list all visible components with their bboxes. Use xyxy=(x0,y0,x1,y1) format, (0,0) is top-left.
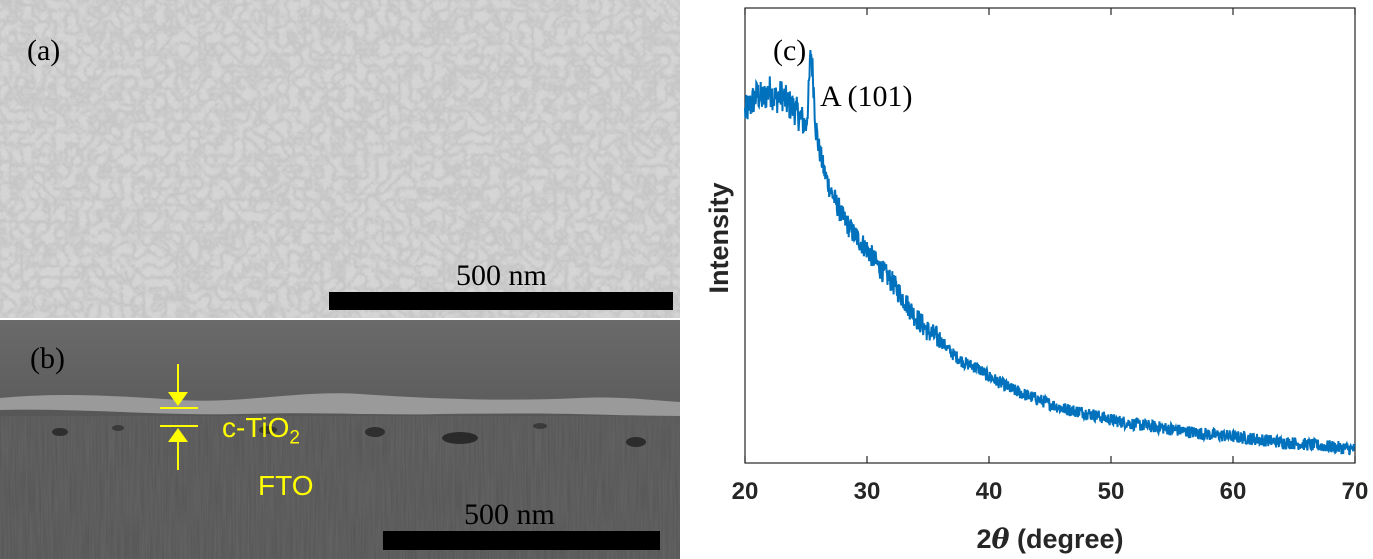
panel-label-b: (b) xyxy=(30,342,65,375)
peak-annotation: A (101) xyxy=(820,80,913,113)
x-tick-label: 50 xyxy=(1098,478,1125,505)
substrate-label-fto: FTO xyxy=(258,470,314,501)
thickness-arrows xyxy=(160,364,198,470)
x-tick-label: 20 xyxy=(732,478,759,505)
cross-section-layers xyxy=(0,320,680,559)
scale-bar-label-b: 500 nm xyxy=(464,498,555,531)
sem-grain-texture xyxy=(0,0,680,318)
scale-bar-b xyxy=(383,531,660,550)
layer-label-ctio2: c-TiO2 xyxy=(222,412,300,450)
layer-label-subscript: 2 xyxy=(289,427,300,449)
x-axis-label: 2θ (degree) xyxy=(976,524,1123,555)
x-tick-label: 30 xyxy=(854,478,881,505)
xrd-chart: 20 30 40 50 60 70 (c) A (101) Intensity 2θ (d… xyxy=(704,7,1369,555)
sem-top-view-panel: (a) 500 nm xyxy=(0,0,680,318)
panel-label-a: (a) xyxy=(27,34,61,67)
scale-bar-label-a: 500 nm xyxy=(456,259,547,292)
scale-bar-a xyxy=(329,292,673,310)
x-tick-label: 40 xyxy=(976,478,1003,505)
x-axis-label-suffix: (degree) xyxy=(1010,524,1124,554)
x-tick-label: 70 xyxy=(1342,478,1369,505)
x-axis-label-prefix: 2 xyxy=(976,524,991,554)
xrd-series-line xyxy=(744,50,1356,456)
layer-label-main: c-TiO xyxy=(222,412,290,443)
xrd-chart-panel: 20 30 40 50 60 70 (c) A (101) Intensity 2θ (d… xyxy=(682,0,1373,559)
panel-label-c: (c) xyxy=(773,34,806,67)
sem-cross-section-panel: (b) c-TiO2 FTO 500 nm xyxy=(0,320,680,559)
y-axis-label: Intensity xyxy=(704,182,734,293)
plot-area xyxy=(744,7,1356,464)
x-tick-label: 60 xyxy=(1220,478,1247,505)
x-axis-label-symbol: θ xyxy=(991,524,1009,555)
